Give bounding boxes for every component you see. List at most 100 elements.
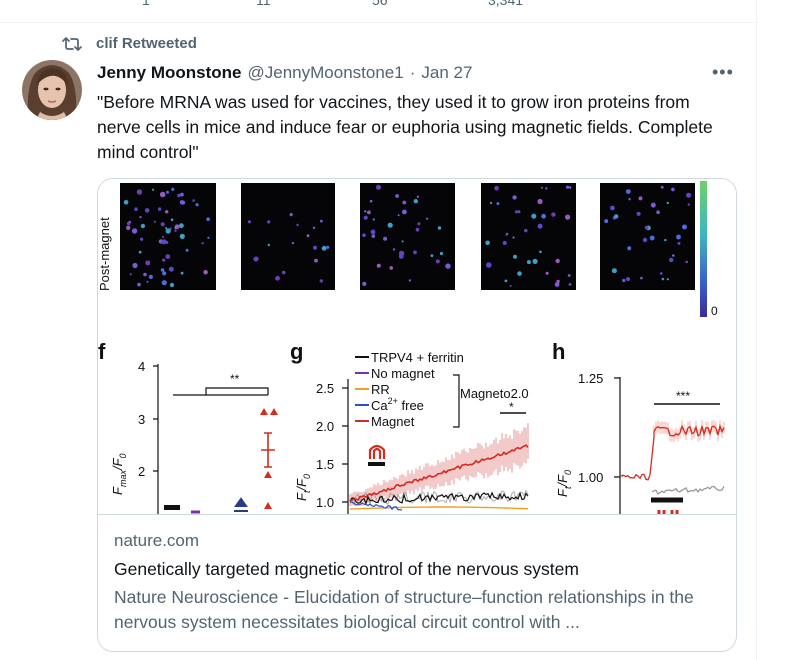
author-name[interactable]: Jenny Moonstone [97, 63, 242, 82]
micrograph-1 [120, 183, 216, 290]
micrograph-cell [376, 263, 381, 268]
panel-g-ticks [342, 387, 348, 503]
card-description[interactable]: Nature Neuroscience - Elucidation of str… [114, 587, 694, 632]
micrograph-cell [165, 228, 171, 234]
author-handle[interactable]: @JennyMoonstone1 [247, 63, 404, 82]
micrograph-cell [413, 250, 417, 255]
retweet-banner-text[interactable]: clif Retweeted [96, 35, 197, 52]
panel-f-ylabel: Fmax/F0 [110, 453, 128, 495]
link-card[interactable]: Post-magnet 0 f Fmax/F0 4 [97, 178, 737, 652]
like-count[interactable]: 56 [372, 0, 388, 8]
micrograph-cell [555, 258, 560, 264]
panel-f-tick-4: 4 [138, 359, 145, 374]
micrograph-cell [489, 201, 493, 205]
link-card-image[interactable]: Post-magnet 0 f Fmax/F0 4 [98, 179, 736, 515]
views-count[interactable]: 3,341 [488, 0, 524, 8]
legend-ca-free: Ca2+ free [371, 396, 424, 413]
micrograph-cell [389, 266, 394, 270]
micrograph-cell [627, 246, 632, 251]
micrograph-cell [554, 282, 560, 287]
micrograph-cell [611, 268, 617, 274]
legend-magnet: Magnet [371, 414, 415, 429]
micrograph-cell [565, 214, 571, 220]
micrograph-cell [369, 199, 373, 203]
micrograph-cell [568, 282, 572, 286]
micrograph-cell [185, 248, 189, 252]
micrograph-cell [512, 236, 515, 239]
micrograph-cell [192, 199, 195, 202]
micrograph-4 [481, 183, 576, 290]
micrograph-cell [569, 186, 572, 189]
card-title[interactable]: Genetically targeted magnetic control of… [114, 559, 579, 579]
header-separator: · [409, 63, 416, 82]
micrograph-cell [686, 192, 692, 198]
micrograph-cell [160, 268, 165, 272]
micrograph-3 [360, 183, 455, 290]
panel-h-tick-100: 1.00 [578, 470, 603, 485]
micrograph-cell [166, 190, 169, 194]
micrograph-cell [140, 237, 144, 241]
micrograph-cell [371, 234, 376, 238]
micrograph-cell [247, 220, 251, 224]
micrograph-cell [638, 196, 643, 201]
micrograph-cell [402, 200, 407, 205]
tweet-date[interactable]: Jan 27 [421, 63, 473, 82]
micrograph-cell [129, 273, 132, 276]
magneto-label: Magneto2.0 [460, 386, 529, 401]
micrograph-cell [628, 198, 631, 201]
micrograph-cell [179, 200, 185, 205]
micrograph-cell [367, 210, 371, 215]
micrograph-cell [160, 222, 165, 227]
panel-g-tick-10: 1.0 [316, 495, 334, 510]
micrograph-cell [362, 281, 367, 286]
micrograph-cell [642, 237, 648, 243]
retweet-count[interactable]: 11 [256, 0, 271, 8]
micrograph-cell [138, 250, 142, 254]
micrograph-cell [289, 213, 293, 217]
panel-h-ticks [614, 377, 620, 478]
micrograph-cell [666, 201, 669, 205]
panel-h-traces [621, 420, 725, 495]
panel-h-ylabel: Ft/F0 [555, 470, 573, 497]
micrograph-cell [526, 260, 531, 265]
micrograph-cell [306, 234, 310, 238]
micrograph-cell [672, 254, 675, 257]
micrograph-cell [636, 211, 641, 216]
micrograph-cell [656, 210, 660, 214]
micrograph-cell [640, 276, 643, 280]
micrograph-cell [254, 256, 259, 261]
micrograph-cell [146, 280, 149, 283]
micrograph-cell [383, 236, 388, 241]
micrograph-cell [162, 258, 166, 262]
micrograph-cell [494, 186, 499, 191]
more-options-icon[interactable]: ••• [712, 62, 734, 82]
magneto-bracket [453, 374, 460, 428]
trace-trpv4 [349, 491, 529, 506]
micrograph-cell [512, 195, 517, 200]
micrograph-cell [170, 218, 174, 221]
micrograph-cell [532, 258, 538, 264]
micrograph-cell [445, 263, 451, 269]
micrograph-cell [152, 188, 155, 191]
micrograph-cell [267, 243, 270, 247]
micrograph-cell [537, 198, 543, 205]
micrograph-cell [144, 208, 150, 213]
magnet-icon [368, 444, 386, 459]
micrograph-cell [387, 222, 393, 228]
panel-g-legend: TRPV4 + ferritin No magnet RR Ca2+ free … [355, 350, 529, 429]
micrograph-cell [556, 279, 560, 284]
micrograph-cell [545, 271, 549, 275]
micrograph-cell [145, 260, 151, 266]
micrograph-cell [319, 279, 323, 283]
micrograph-cell [134, 207, 138, 211]
card-domain[interactable]: nature.com [114, 531, 200, 550]
avatar[interactable] [22, 60, 82, 120]
micrograph-cell [408, 279, 412, 282]
micrograph-cell [174, 224, 180, 230]
micrograph-cell [517, 271, 522, 276]
micrograph-cell [372, 218, 375, 221]
micrograph-cell [267, 220, 271, 224]
panel-g-tick-15: 1.5 [316, 457, 334, 472]
reply-count[interactable]: 1 [142, 0, 150, 8]
micrograph-cell [413, 199, 418, 204]
